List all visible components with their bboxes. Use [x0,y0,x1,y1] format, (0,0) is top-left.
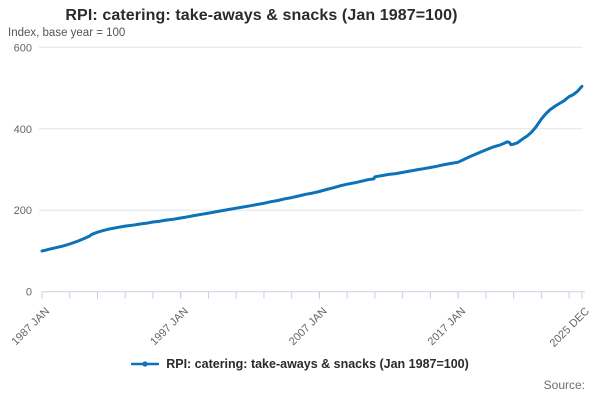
x-axis-label: 1987 JAN [9,305,52,348]
legend-line-marker [131,361,160,367]
y-axis-label: 600 [14,42,32,54]
chart-title: RPI: catering: take-aways & snacks (Jan … [65,7,458,24]
y-axis-label: 200 [14,205,32,217]
y-axis-label: 400 [14,124,32,136]
chart-plot-area[interactable]: 0 200 400 600 1987 JAN 1997 JAN 2007 JAN 2017 J… [0,0,600,350]
legend-label: RPI: catering: take-aways & snacks (Jan … [166,357,469,371]
x-axis-label: 2025 DEC [548,305,592,349]
y-axis-label: 0 [26,287,32,299]
series-line[interactable] [40,84,584,253]
x-axis-label: 1997 JAN [148,305,191,348]
x-axis-label: 2017 JAN [426,305,469,348]
legend-item[interactable]: RPI: catering: take-aways & snacks (Jan … [0,357,600,371]
x-axis-label: 2007 JAN [287,305,330,348]
source-note: Source: [543,378,585,392]
chart-subtitle: Index, base year = 100 [8,27,126,39]
